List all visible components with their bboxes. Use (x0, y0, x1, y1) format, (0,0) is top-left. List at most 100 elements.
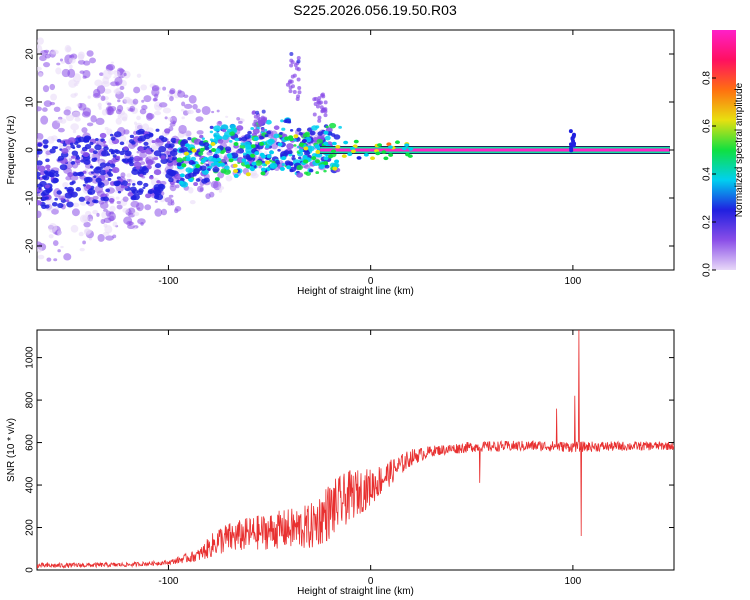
spectrogram-cell (37, 160, 43, 166)
spectrogram-cell (99, 169, 107, 176)
spectrogram-cell (141, 99, 145, 103)
spectrogram-cell (177, 90, 186, 98)
figure-title: S225.2026.056.19.50.R03 (293, 2, 457, 18)
y-tick-label: 0 (25, 147, 36, 153)
spectrogram-cell (333, 134, 341, 140)
spectrogram-cell (73, 83, 79, 87)
spectrogram-cell (105, 235, 114, 241)
spectrogram-cell (95, 138, 99, 141)
spectrogram-cell (199, 134, 204, 139)
spectrogram-cell (42, 107, 48, 112)
spectrogram-cell (154, 163, 162, 169)
spectrogram-cell (174, 206, 182, 212)
spectrogram-cell (377, 143, 383, 147)
spectrogram-cell (48, 188, 53, 192)
spectrogram-cell (199, 147, 205, 152)
spectrogram-cell (144, 204, 152, 211)
spectrogram-cell (196, 130, 204, 135)
spectrogram-cell (569, 148, 574, 153)
spectrogram-cell (78, 103, 87, 111)
spectrogram-cell (97, 182, 105, 188)
spectrogram-cell (334, 159, 340, 164)
spectrogram-cell (318, 164, 325, 170)
spectrogram-cell (225, 175, 233, 182)
spectrogram-cell (293, 62, 298, 67)
spectrogram-cell (180, 146, 188, 153)
spectrogram-cell (95, 117, 105, 126)
spectrogram-cell (71, 202, 80, 208)
colorbar-tick-label: 0.6 (702, 119, 713, 133)
spectrogram-cell (116, 204, 123, 210)
spectrogram-cell (54, 197, 58, 201)
spectrogram-cell (294, 147, 298, 151)
spectrogram-cell (61, 148, 69, 154)
spectrogram-cell (284, 118, 292, 124)
spectrogram-cell (37, 176, 41, 180)
spectrogram-cell (99, 132, 107, 139)
spectrogram-cell (83, 221, 91, 228)
spectrogram-cell (80, 159, 85, 163)
spectrogram-cell (82, 184, 87, 187)
spectrogram-cell (43, 145, 48, 149)
spectrogram-cell (102, 231, 110, 237)
spectrogram-cell (331, 141, 337, 146)
spectrogram-cell (260, 171, 266, 176)
spectrogram-cell (51, 208, 59, 215)
spectrogram-cell (254, 151, 260, 156)
spectrogram-cell (118, 134, 127, 143)
spectrogram-cell (169, 183, 177, 192)
spectrogram-cell (100, 150, 109, 157)
spectrogram-cell (104, 126, 109, 131)
spectrogram-cell (110, 136, 116, 141)
spectrogram-cell (96, 212, 100, 217)
snr-y-ticks: 0 200 400 600 800 1000 (25, 346, 674, 573)
spectrogram-cell (158, 102, 168, 108)
spectrogram-cell (164, 128, 171, 134)
spectrogram-cell (122, 207, 130, 214)
spectrogram-cell (253, 114, 258, 119)
spectrogram-cell (260, 128, 265, 133)
spectrogram-cell (249, 167, 255, 172)
spectrogram-cell (84, 144, 92, 150)
spectrogram-cell (124, 150, 132, 157)
spectrogram-cell (76, 144, 81, 149)
spectrogram-cell (70, 224, 79, 233)
spectrogram-cell (216, 120, 223, 127)
spectrogram-cell (37, 106, 42, 112)
spectrogram-cell (253, 136, 259, 141)
spectrogram-cell (279, 166, 285, 171)
spectrogram-cell (86, 50, 94, 57)
spectrogram-cell (49, 148, 56, 154)
spectrogram-cell (298, 142, 304, 147)
spectrogram-cell (105, 210, 112, 217)
spectrogram-cell (57, 158, 61, 162)
spectrogram-cell (90, 115, 97, 123)
spectrogram-cell (317, 118, 322, 123)
spectrogram-cell (315, 171, 320, 175)
spectrogram-cell (164, 116, 168, 120)
spectrogram-cell (133, 161, 142, 169)
spectrogram-cell (216, 109, 220, 113)
spectrogram-cell (70, 161, 76, 165)
spectrogram-cell (131, 141, 136, 145)
spectrogram-cell (304, 131, 310, 136)
spectrogram-cell (69, 181, 74, 186)
spectrogram-cell (150, 143, 160, 150)
spectrogram-cell (94, 79, 103, 87)
spectrogram-cell (187, 187, 194, 194)
spectrogram-cell (218, 188, 223, 193)
spectrogram-cell (81, 111, 91, 118)
spectrogram-cell (113, 89, 120, 94)
spectrogram-cell (50, 93, 58, 101)
spectrogram-cell (101, 109, 108, 116)
spectrogram-cell (156, 180, 161, 184)
spectrogram-cell (184, 143, 190, 148)
spectrogram-cell (289, 79, 294, 84)
spectrogram-cell (84, 167, 89, 171)
spectrogram-cell (185, 167, 193, 173)
spectrogram-cell (209, 130, 214, 134)
spectrogram-cell (208, 165, 213, 169)
spectrogram-cell (225, 115, 229, 118)
spectrogram-cell (191, 148, 197, 153)
spectrogram-cell (166, 141, 171, 145)
